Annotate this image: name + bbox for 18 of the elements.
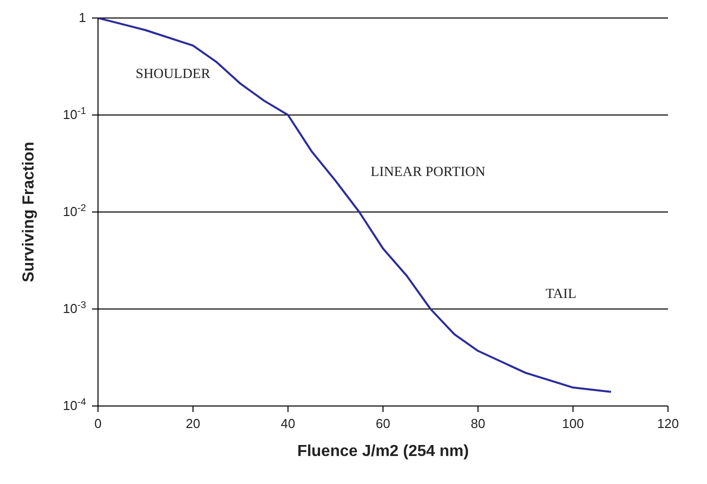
y-tick-label: 1 xyxy=(78,10,86,25)
x-tick-label: 20 xyxy=(186,416,200,431)
y-tick-label: 10$^{-4}$ xyxy=(62,396,87,413)
y-axis-title: Surviving Fraction xyxy=(20,142,38,282)
x-tick-label: 0 xyxy=(94,416,102,431)
line-series xyxy=(98,18,612,393)
y-tick-label: 10$^{-1}$ xyxy=(62,106,86,122)
x-tick-label: 120 xyxy=(657,416,679,431)
annotation: SHOULDER xyxy=(136,67,211,82)
annotation: LINEAR PORTION xyxy=(370,165,486,180)
annotation: TAIL xyxy=(546,287,576,302)
x-tick-label: 60 xyxy=(376,416,390,431)
x-tick-label: 100 xyxy=(562,416,584,431)
x-tick-label: 80 xyxy=(470,416,486,431)
y-tick-label: 10$^{-2}$ xyxy=(62,202,86,219)
x-axis-title: Fluence J/m2 (254 nm) xyxy=(297,443,469,460)
x-tick-label: 40 xyxy=(280,416,296,431)
y-tick-label: 10$^{-3}$ xyxy=(62,300,86,316)
